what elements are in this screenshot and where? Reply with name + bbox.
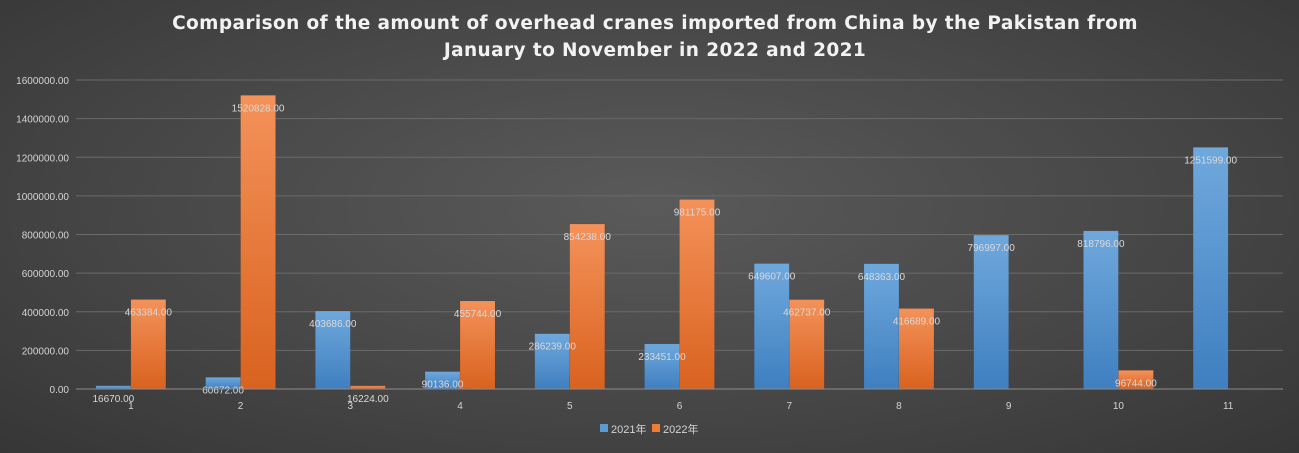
bar-series-1-10 — [1083, 230, 1119, 390]
legend-label-series-2: 2022年 — [663, 422, 698, 436]
x-tick-label: 3 — [348, 401, 354, 412]
data-label-series-1-9: 796997.00 — [968, 243, 1016, 254]
bar-series-1-6 — [644, 343, 680, 390]
x-tick-label: 7 — [786, 401, 792, 412]
data-label-series-1-5: 286239.00 — [529, 342, 577, 353]
bars — [95, 95, 1229, 390]
y-tick-label: 0.00 — [50, 385, 70, 396]
data-label-series-2-3: 16224.00 — [347, 394, 389, 405]
data-label-series-1-1: 16670.00 — [93, 394, 135, 405]
y-tick-label: 1600000.00 — [16, 76, 69, 87]
bar-series-2-2 — [240, 95, 276, 390]
y-tick-label: 600000.00 — [22, 269, 70, 280]
data-label-series-1-10: 818796.00 — [1077, 239, 1125, 250]
legend-swatch-series-2 — [652, 424, 660, 432]
y-tick-label: 1400000.00 — [16, 115, 69, 126]
data-label-series-1-11: 1251599.00 — [1184, 155, 1237, 166]
bar-series-2-1 — [130, 299, 167, 390]
data-label-series-2-6: 981175.00 — [674, 208, 721, 219]
data-label-series-1-8: 648363.00 — [858, 272, 906, 283]
grid-lines — [76, 79, 1283, 351]
data-label-series-1-4: 90136.00 — [422, 380, 464, 391]
bar-series-2-5 — [569, 223, 606, 390]
legend-label-series-1: 2021年 — [611, 422, 646, 436]
bar-series-1-3 — [315, 310, 351, 390]
data-label-series-2-5: 854238.00 — [564, 232, 612, 243]
bar-series-2-4 — [459, 300, 496, 390]
data-labels: 16670.00 463384.00 60672.00 1520828.00 40368… — [93, 103, 1238, 405]
data-label-series-1-2: 60672.00 — [202, 385, 244, 396]
bar-series-1-11 — [1192, 147, 1229, 390]
bar-series-2-8 — [898, 308, 935, 390]
bar-series-1-8 — [863, 263, 900, 390]
data-label-series-2-2: 1520828.00 — [232, 103, 285, 114]
x-tick-label: 1 — [128, 401, 134, 412]
data-label-series-2-1: 463384.00 — [125, 308, 173, 319]
x-tick-label: 10 — [1113, 401, 1125, 412]
y-tick-label: 400000.00 — [22, 308, 70, 319]
chart-title: Comparison of the amount of overhead cra… — [172, 13, 1138, 61]
legend: 2021年 2022年 — [600, 422, 698, 436]
data-label-series-2-10: 96744.00 — [1115, 378, 1157, 389]
bar-series-1-7 — [753, 263, 790, 390]
legend-swatch-series-1 — [600, 424, 608, 432]
bar-series-2-6 — [679, 199, 715, 390]
data-label-series-2-7: 462737.00 — [783, 308, 831, 319]
y-tick-label: 800000.00 — [22, 231, 70, 242]
data-label-series-2-8: 416689.00 — [893, 317, 941, 328]
bar-series-1-9 — [973, 234, 1009, 390]
y-tick-label: 200000.00 — [22, 346, 70, 357]
x-tick-label: 6 — [677, 401, 683, 412]
bar-series-2-7 — [788, 299, 825, 390]
x-tick-label: 4 — [457, 401, 463, 412]
x-tick-label: 5 — [567, 401, 573, 412]
x-tick-label: 2 — [238, 401, 244, 412]
data-label-series-1-6: 233451.00 — [638, 352, 686, 363]
data-label-series-1-3: 403686.00 — [309, 319, 357, 330]
y-tick-label: 1200000.00 — [16, 153, 69, 164]
y-tick-label: 1000000.00 — [16, 192, 69, 203]
data-label-series-2-4: 455744.00 — [454, 309, 502, 320]
data-label-series-1-7: 649607.00 — [748, 272, 796, 283]
axes: 0.00 200000.00 400000.00 600000.00 800000.00… — [16, 76, 1283, 412]
x-tick-label: 11 — [1223, 401, 1234, 412]
x-tick-label: 8 — [896, 401, 902, 412]
x-tick-label: 9 — [1006, 401, 1012, 412]
